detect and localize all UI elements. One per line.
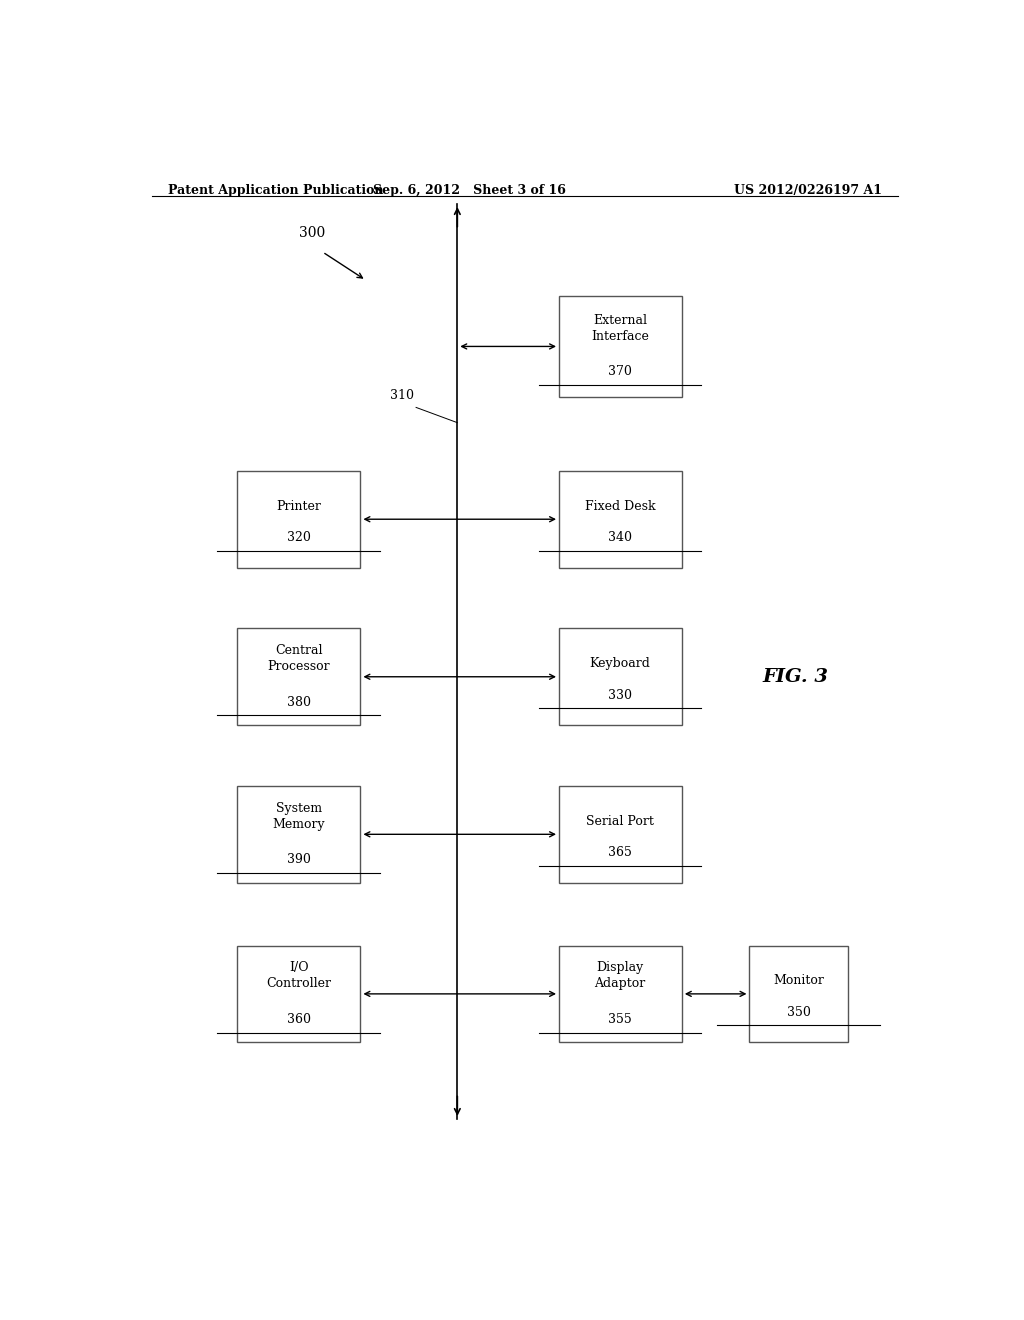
Text: 370: 370 <box>608 366 632 379</box>
Text: Central
Processor: Central Processor <box>267 644 330 673</box>
Bar <box>558 945 682 1043</box>
Text: 340: 340 <box>608 531 632 544</box>
Text: 365: 365 <box>608 846 632 859</box>
Text: Display
Adaptor: Display Adaptor <box>594 961 646 990</box>
Text: 390: 390 <box>287 853 310 866</box>
Bar <box>558 296 682 397</box>
Text: Sep. 6, 2012   Sheet 3 of 16: Sep. 6, 2012 Sheet 3 of 16 <box>373 183 565 197</box>
Bar <box>238 471 360 568</box>
Text: 350: 350 <box>786 1006 811 1019</box>
Text: US 2012/0226197 A1: US 2012/0226197 A1 <box>734 183 882 197</box>
Bar <box>558 785 682 883</box>
Text: 300: 300 <box>299 226 325 240</box>
Text: 380: 380 <box>287 696 310 709</box>
Text: Serial Port: Serial Port <box>586 814 654 828</box>
Text: Monitor: Monitor <box>773 974 824 987</box>
Bar <box>238 628 360 725</box>
Text: 330: 330 <box>608 689 632 701</box>
Bar <box>558 628 682 725</box>
Bar <box>238 785 360 883</box>
Text: 310: 310 <box>390 389 414 403</box>
Text: Keyboard: Keyboard <box>590 657 650 671</box>
Text: System
Memory: System Memory <box>272 801 325 830</box>
Text: 355: 355 <box>608 1012 632 1026</box>
Text: Printer: Printer <box>276 499 322 512</box>
Bar <box>238 945 360 1043</box>
Bar <box>558 471 682 568</box>
Text: External
Interface: External Interface <box>591 314 649 343</box>
Text: FIG. 3: FIG. 3 <box>763 668 828 686</box>
Text: Patent Application Publication: Patent Application Publication <box>168 183 383 197</box>
Text: 360: 360 <box>287 1012 310 1026</box>
Text: I/O
Controller: I/O Controller <box>266 961 331 990</box>
Text: 320: 320 <box>287 531 310 544</box>
Bar <box>749 945 848 1043</box>
Text: Fixed Desk: Fixed Desk <box>585 499 655 512</box>
